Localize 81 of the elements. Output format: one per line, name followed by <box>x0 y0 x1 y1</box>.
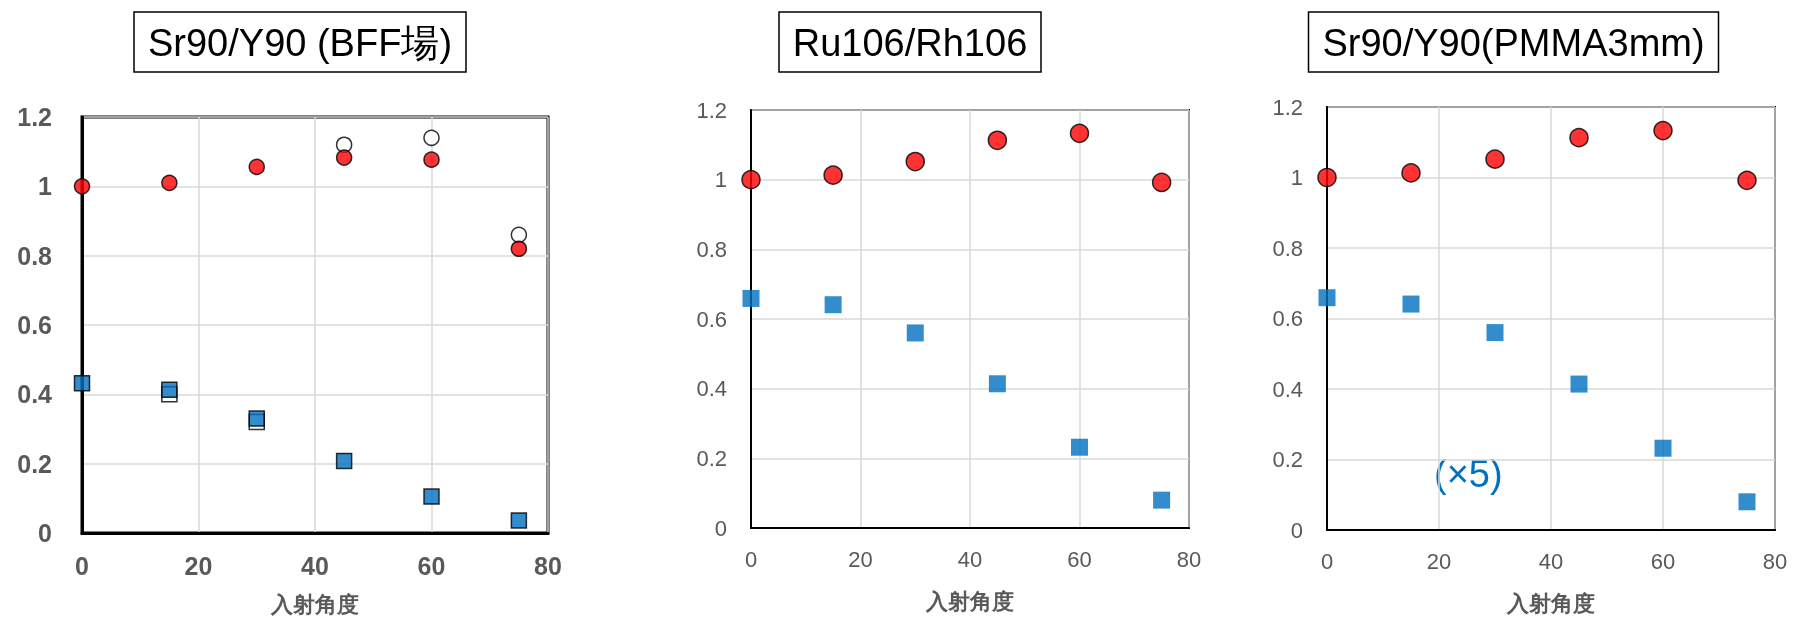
point <box>510 512 528 529</box>
x-tick-label: 40 <box>1538 548 1564 574</box>
point <box>1654 439 1672 457</box>
x-axis-title: 入射角度 <box>1506 590 1595 616</box>
point <box>423 129 440 147</box>
y-tick-label: 0.4 <box>17 380 53 409</box>
point <box>248 410 265 427</box>
point <box>73 374 91 392</box>
point <box>510 240 528 257</box>
y-tick-label: 0.8 <box>1272 235 1303 261</box>
chart-title: Sr90/Y90(PMMA3mm) <box>1322 22 1705 64</box>
x-tick-label: 80 <box>534 551 562 580</box>
point <box>742 289 760 307</box>
point <box>1570 375 1588 393</box>
y-tick-label: 0.8 <box>696 236 727 262</box>
x-tick-label: 40 <box>957 546 983 572</box>
y-tick-label: 0.8 <box>17 241 53 270</box>
y-tick-label: 0.4 <box>696 376 727 402</box>
y-tick-label: 0.2 <box>1272 447 1303 472</box>
x-tick-label: 20 <box>848 546 873 572</box>
point <box>161 174 178 192</box>
point <box>161 381 178 399</box>
chart-title: Ru106/Rh106 <box>792 22 1028 64</box>
point <box>1402 295 1420 313</box>
point <box>1486 324 1504 342</box>
y-tick-label: 0.2 <box>17 449 52 478</box>
point <box>987 130 1008 151</box>
point <box>73 178 91 195</box>
y-tick-label: 0 <box>714 515 727 541</box>
point <box>423 151 440 168</box>
x-tick-label: 60 <box>1067 546 1092 572</box>
point <box>1738 493 1756 511</box>
point <box>741 169 761 190</box>
point <box>824 296 842 314</box>
point <box>335 149 353 166</box>
chart-title: Sr90/Y90 (BFF場) <box>147 22 453 64</box>
point <box>905 151 925 172</box>
y-tick-label: 0 <box>38 519 52 547</box>
x-axis-title: 入射角度 <box>270 591 359 617</box>
point <box>1318 289 1336 307</box>
x-axis-title: 入射角度 <box>925 588 1014 614</box>
x-tick-label: 0 <box>744 546 758 572</box>
y-tick-label: 1.2 <box>17 103 52 131</box>
point <box>510 226 528 244</box>
y-tick-label: 1.2 <box>1272 94 1303 120</box>
y-tick-label: 0.6 <box>17 311 52 339</box>
y-tick-label: 0.4 <box>1272 376 1303 402</box>
x-tick-label: 60 <box>1650 548 1676 574</box>
point <box>248 158 265 176</box>
y-tick-label: 1 <box>1290 165 1303 190</box>
point <box>335 452 353 470</box>
annotation: (×5) <box>1434 453 1503 495</box>
point <box>1069 123 1090 144</box>
point <box>823 165 843 185</box>
y-tick-label: 1.2 <box>696 97 727 123</box>
point <box>1151 172 1172 193</box>
point <box>1737 170 1757 191</box>
x-tick-label: 0 <box>1320 548 1334 574</box>
y-tick-label: 1 <box>714 167 727 193</box>
x-tick-label: 80 <box>1176 546 1202 572</box>
point <box>1569 127 1589 148</box>
x-tick-label: 20 <box>1426 548 1452 574</box>
x-tick-label: 20 <box>184 551 213 580</box>
point <box>1317 167 1337 188</box>
x-tick-label: 40 <box>301 551 329 580</box>
point <box>423 488 440 505</box>
y-tick-label: 0.6 <box>696 306 727 332</box>
x-tick-label: 80 <box>1762 548 1788 574</box>
point <box>1153 491 1171 509</box>
point <box>1485 149 1505 169</box>
y-tick-label: 1 <box>38 172 53 201</box>
point <box>906 324 924 342</box>
x-tick-label: 0 <box>75 551 89 580</box>
y-tick-label: 0.6 <box>1272 306 1303 331</box>
y-tick-label: 0 <box>1290 517 1303 543</box>
x-tick-label: 60 <box>417 551 446 580</box>
point <box>988 375 1006 393</box>
y-tick-label: 0.2 <box>696 445 727 471</box>
point <box>1653 120 1673 141</box>
point <box>1071 438 1088 456</box>
point <box>1401 163 1421 183</box>
